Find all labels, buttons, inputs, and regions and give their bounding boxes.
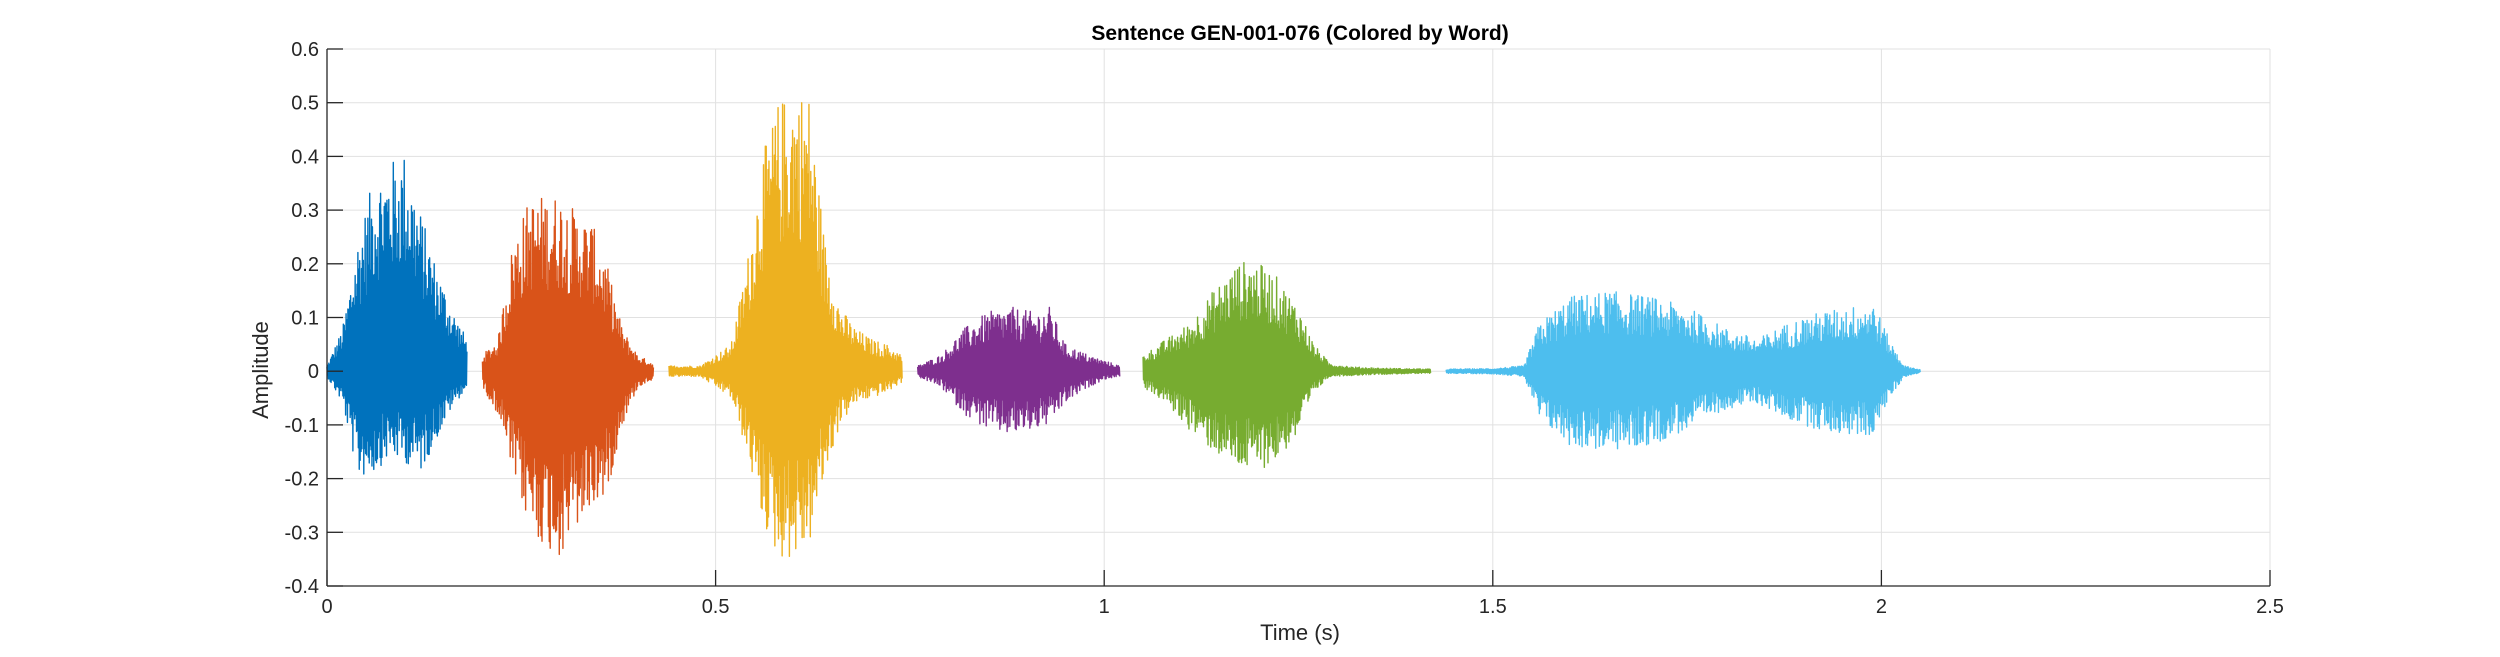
y-tick-label: 0.6 [291,39,319,61]
x-tick-label: 2.5 [2256,596,2284,618]
grid [326,48,2271,587]
x-tick-label: 0.5 [702,596,730,618]
axes: 0 0.5 1 1.5 2 2.5 -0.4 -0.3 -0.2 -0.1 0 0.1 0.2 0.3 0.… [285,39,2284,618]
waveform-series-6 [1445,291,1921,450]
y-tick-label: 0 [308,361,319,383]
y-tick-label: 0.2 [291,254,319,276]
y-tick-label: 0.5 [291,93,319,115]
waveform-series-3 [668,102,903,558]
x-tick-label: 1 [1099,596,1110,618]
y-axis-label: Amplitude [248,321,273,419]
y-tick-label: -0.1 [285,415,319,437]
waveform-series-1 [326,159,468,475]
y-tick-label: 0.4 [291,146,319,168]
waveform-series-2 [481,197,655,556]
series-layer [326,102,1921,558]
x-tick-label: 2 [1876,596,1887,618]
x-axis-label: Time (s) [1260,620,1340,645]
y-tick-label: -0.3 [285,522,319,544]
waveform-series-4 [916,306,1121,433]
y-tick-label: 0.1 [291,308,319,330]
y-tick-label: -0.2 [285,469,319,491]
x-tick-label: 1.5 [1479,596,1507,618]
chart-title: Sentence GEN-001-076 (Colored by Word) [1091,22,1508,45]
waveform-series-5 [1142,262,1432,469]
y-tick-label: 0.3 [291,200,319,222]
x-tick-label: 0 [321,596,332,618]
y-tick-label: -0.4 [285,576,319,598]
